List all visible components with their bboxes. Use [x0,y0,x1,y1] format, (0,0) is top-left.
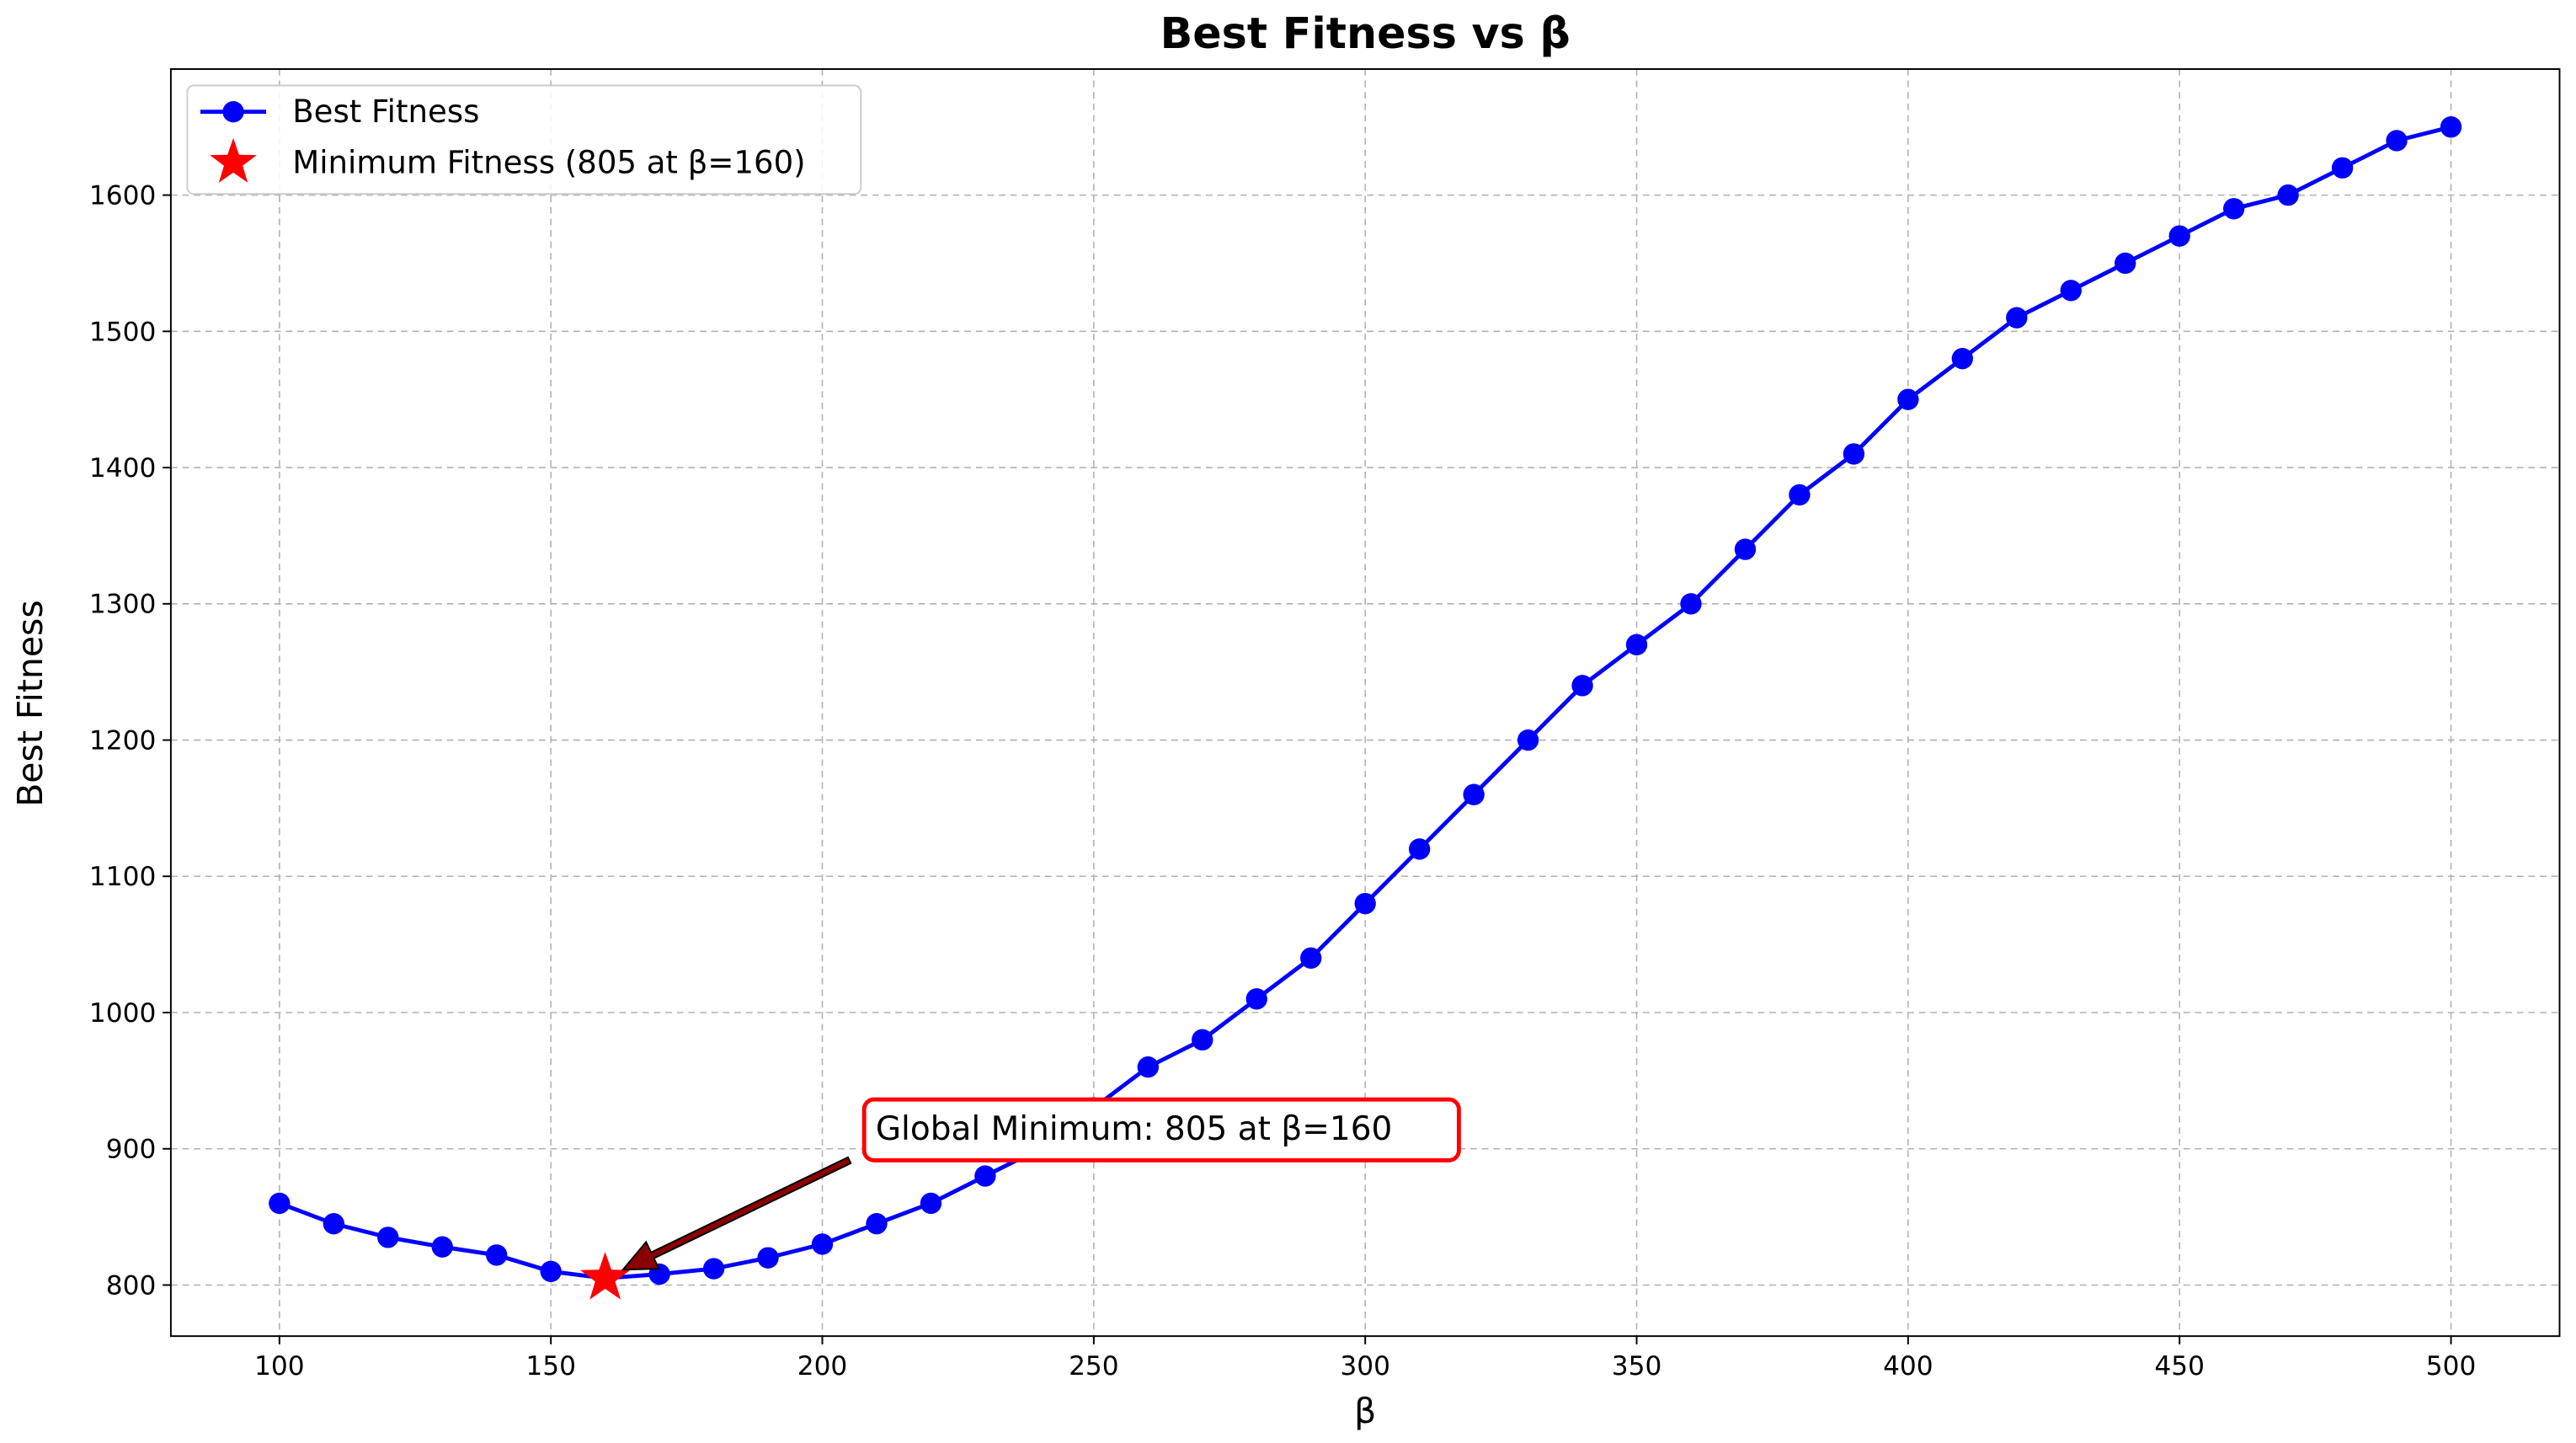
chart-title: Best Fitness vs β [1160,8,1571,58]
data-point [1300,947,1322,969]
y-tick-label: 1300 [89,590,156,620]
data-point [2440,116,2462,138]
legend-marker [222,101,244,123]
y-axis-label: Best Fitness [10,600,51,807]
data-point [540,1260,562,1282]
data-point [2331,157,2354,179]
data-point [2115,252,2136,275]
data-point [1951,348,1974,370]
legend-label: Minimum Fitness (805 at β=160) [292,145,805,181]
x-tick-label: 150 [525,1351,576,1382]
data-point [1625,633,1648,656]
data-point [974,1165,996,1187]
y-tick-label: 1000 [89,998,156,1029]
data-point [2277,184,2299,206]
data-point [1571,675,1593,697]
data-point [1463,783,1485,805]
data-point [1408,838,1431,860]
data-point [1245,988,1267,1010]
data-point [1789,484,1811,506]
data-point [811,1233,834,1255]
data-point [1517,729,1539,751]
x-axis-label: β [1354,1391,1376,1431]
annotation-arrow [621,1156,852,1271]
x-tick-label: 450 [2154,1351,2205,1382]
data-point [486,1244,508,1266]
data-point [323,1213,344,1235]
data-point [431,1236,453,1258]
data-point [1734,538,1757,560]
y-tick-label: 1200 [89,725,156,756]
data-point [2168,225,2190,247]
data-point [2223,198,2245,220]
annotation-text: Global Minimum: 805 at β=160 [876,1110,1393,1148]
data-point [920,1192,942,1215]
data-point [1680,593,1702,615]
data-point [2006,307,2028,329]
data-point [1354,892,1376,915]
y-tick-label: 1500 [89,317,156,347]
annotation-box [861,1097,1461,1162]
minimum-star [579,1252,631,1300]
x-tick-label: 400 [1883,1351,1933,1382]
data-point [377,1227,399,1248]
legend-label: Best Fitness [292,94,479,130]
data-point [1897,388,1919,410]
data-point [757,1247,779,1269]
x-tick-label: 350 [1612,1351,1662,1382]
data-point [1843,443,1865,465]
legend-box [186,84,862,195]
data-point [866,1213,888,1235]
plot-frame [169,68,2561,1338]
legend-marker [210,137,257,183]
data-point [269,1192,291,1215]
x-tick-label: 250 [1069,1351,1119,1382]
x-tick-label: 500 [2426,1351,2477,1382]
data-point [702,1258,725,1280]
x-tick-label: 300 [1340,1351,1390,1382]
y-tick-label: 800 [106,1270,157,1301]
data-point [1192,1029,1213,1051]
y-tick-label: 1600 [89,181,156,211]
y-tick-label: 900 [106,1135,157,1165]
x-tick-label: 200 [797,1351,848,1382]
y-tick-label: 1400 [89,453,156,484]
data-point [2060,280,2082,302]
data-point [2386,130,2408,152]
y-tick-label: 1100 [89,862,156,892]
x-tick-label: 100 [254,1351,305,1382]
data-point [1137,1056,1160,1078]
